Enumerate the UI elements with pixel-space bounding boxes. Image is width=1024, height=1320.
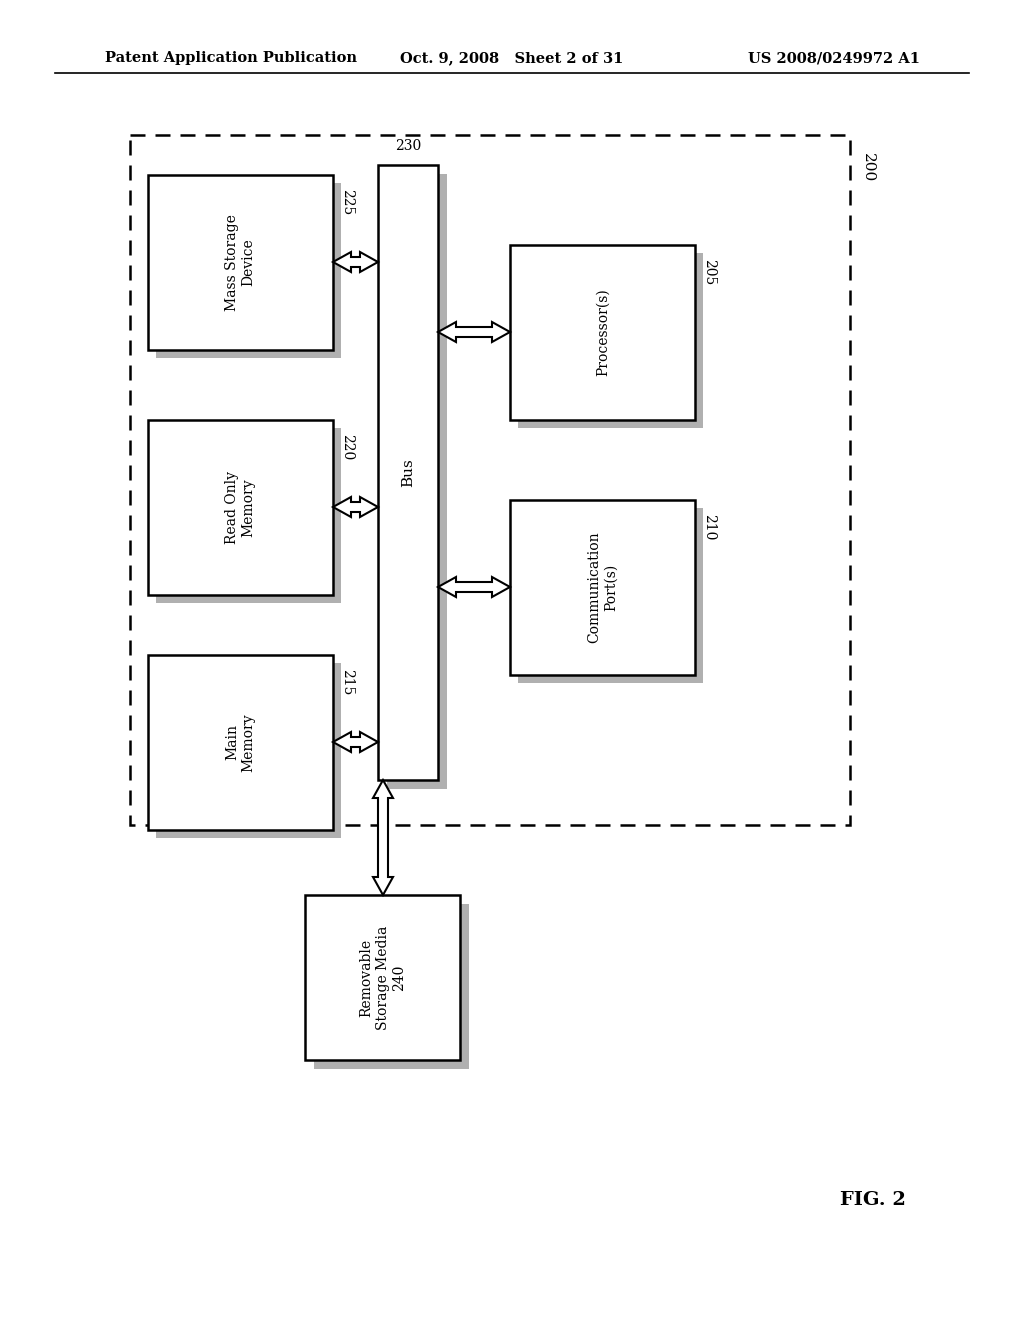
Text: Oct. 9, 2008   Sheet 2 of 31: Oct. 9, 2008 Sheet 2 of 31	[400, 51, 624, 65]
Polygon shape	[438, 322, 510, 342]
Text: Main
Memory: Main Memory	[225, 713, 256, 772]
Bar	[510, 500, 695, 675]
Bar	[518, 508, 703, 682]
Text: Bus: Bus	[401, 458, 415, 487]
Bar	[148, 176, 333, 350]
Text: Patent Application Publication: Patent Application Publication	[105, 51, 357, 65]
Polygon shape	[438, 577, 510, 597]
Bar	[130, 135, 850, 825]
Text: FIG. 2: FIG. 2	[840, 1191, 906, 1209]
Bar	[148, 420, 333, 595]
Text: Mass Storage
Device: Mass Storage Device	[225, 214, 256, 312]
Text: 220: 220	[340, 434, 354, 461]
Polygon shape	[373, 780, 393, 895]
Text: Communication
Port(s): Communication Port(s)	[588, 532, 617, 643]
Text: 210: 210	[702, 513, 716, 540]
Text: US 2008/0249972 A1: US 2008/0249972 A1	[748, 51, 920, 65]
Polygon shape	[333, 252, 378, 272]
Text: 215: 215	[340, 669, 354, 696]
Bar	[156, 663, 341, 838]
Text: 200: 200	[861, 153, 874, 182]
Bar	[378, 165, 438, 780]
Bar	[156, 428, 341, 603]
Text: 230: 230	[395, 139, 421, 153]
Bar	[314, 904, 469, 1069]
Text: Removable
Storage Media
240: Removable Storage Media 240	[359, 925, 406, 1030]
Bar	[518, 253, 703, 428]
Text: 225: 225	[340, 189, 354, 215]
Polygon shape	[333, 498, 378, 517]
Bar	[305, 895, 460, 1060]
Text: Read Only
Memory: Read Only Memory	[225, 471, 256, 544]
Text: Processor(s): Processor(s)	[596, 289, 609, 376]
Bar	[148, 655, 333, 830]
Polygon shape	[333, 733, 378, 752]
Bar	[387, 174, 447, 789]
Bar	[510, 246, 695, 420]
Text: 205: 205	[702, 259, 716, 285]
Bar	[156, 183, 341, 358]
